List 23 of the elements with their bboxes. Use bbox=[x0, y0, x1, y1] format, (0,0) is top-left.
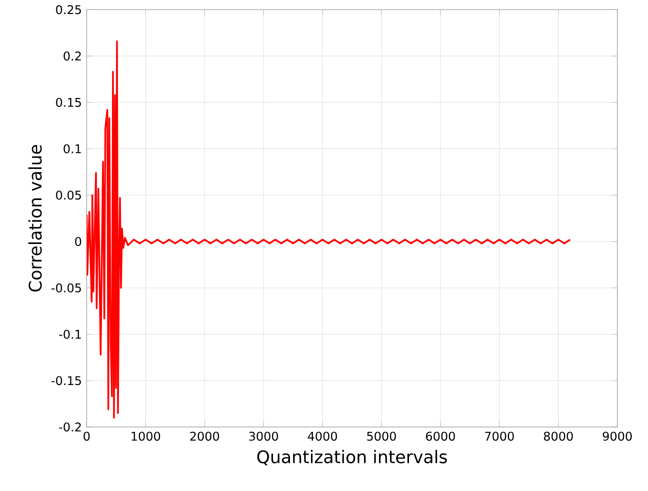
x-tick-label: 7000 bbox=[485, 432, 514, 441]
y-tick-label: 0.05 bbox=[56, 190, 81, 200]
y-tick-label: -0.05 bbox=[52, 283, 81, 292]
x-tick-label: 6000 bbox=[426, 432, 455, 441]
y-tick-label: -0.1 bbox=[59, 330, 81, 339]
y-tick-label: 0 bbox=[75, 236, 82, 246]
x-tick-label: 2000 bbox=[190, 432, 220, 441]
x-tick-label: 0 bbox=[84, 432, 90, 441]
x-tick-label: 1000 bbox=[132, 432, 160, 441]
y-tick-label: -0.15 bbox=[52, 376, 81, 386]
y-tick-label: -0.2 bbox=[59, 422, 81, 432]
x-tick-label: 8000 bbox=[544, 432, 573, 441]
y-tick-label: 0.15 bbox=[56, 98, 81, 107]
x-tick-label: 3000 bbox=[249, 432, 278, 441]
line-series bbox=[86, 40, 572, 419]
x-axis-title: Quantization intervals bbox=[257, 450, 447, 466]
y-tick-label: 0.25 bbox=[56, 5, 81, 14]
x-tick-label: 4000 bbox=[308, 432, 337, 441]
x-tick-label: 5000 bbox=[367, 432, 396, 441]
y-tick-label: 0.1 bbox=[64, 144, 81, 154]
y-tick-label: 0.2 bbox=[64, 51, 81, 61]
y-axis-title: Correlation value bbox=[28, 145, 42, 292]
x-tick-label: 9000 bbox=[602, 432, 632, 441]
